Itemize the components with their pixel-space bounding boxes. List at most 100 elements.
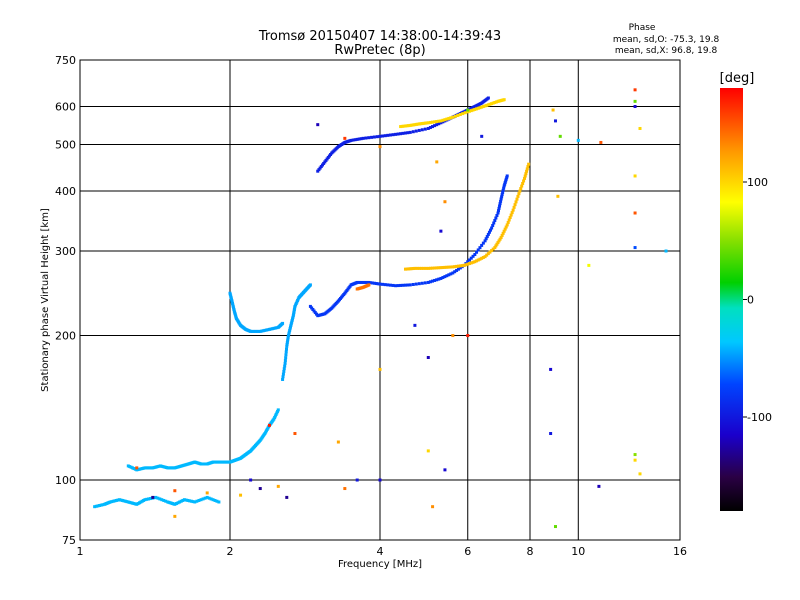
data-point <box>437 277 441 281</box>
data-point <box>492 221 496 225</box>
data-point <box>94 504 98 508</box>
y-axis-label: Stationary phase Virtual Height [km] <box>40 208 51 392</box>
data-point <box>486 96 490 100</box>
data-point <box>499 236 503 240</box>
data-point <box>523 174 527 178</box>
data-point <box>310 306 314 310</box>
data-point <box>526 165 530 169</box>
data-point <box>372 281 376 285</box>
data-point <box>520 184 524 188</box>
data-point <box>293 306 297 310</box>
data-point <box>403 283 407 287</box>
data-point <box>475 259 479 263</box>
data-point <box>456 113 460 117</box>
data-point <box>291 317 295 321</box>
x-tick-label: 1 <box>77 545 84 558</box>
data-point <box>483 104 487 108</box>
data-point <box>501 231 505 235</box>
data-point <box>422 266 426 270</box>
data-point <box>428 280 432 284</box>
data-point <box>469 256 473 260</box>
data-point <box>293 432 297 436</box>
data-point <box>514 200 518 204</box>
y-tick-labels: 75 100 200 300 400 500 600 750 <box>55 54 76 547</box>
data-point <box>491 247 495 251</box>
data-point <box>435 266 439 270</box>
data-point <box>363 280 367 284</box>
data-point <box>417 266 421 270</box>
phase-mean-x: mean, sd,X: 96.8, 19.8 <box>615 46 718 56</box>
data-point <box>464 263 468 267</box>
data-point <box>524 172 528 176</box>
data-point <box>311 307 315 311</box>
data-point <box>476 248 480 252</box>
data-point <box>388 133 392 137</box>
data-point <box>512 205 516 209</box>
data-point <box>378 145 382 149</box>
data-point <box>357 280 361 284</box>
data-point <box>458 264 462 268</box>
data-point <box>215 499 219 503</box>
data-point <box>292 311 296 315</box>
data-point <box>498 202 502 206</box>
data-point <box>633 174 637 178</box>
data-point <box>495 214 499 218</box>
data-point <box>284 353 288 357</box>
data-point <box>110 500 114 504</box>
data-point <box>396 132 400 136</box>
data-point <box>408 123 412 127</box>
data-point <box>285 342 289 346</box>
data-point <box>426 280 430 284</box>
data-point <box>401 131 405 135</box>
data-point <box>451 265 455 269</box>
data-point <box>111 499 115 503</box>
data-point <box>211 498 215 502</box>
data-point <box>488 102 492 106</box>
data-point <box>411 123 415 127</box>
data-point <box>443 265 447 269</box>
data-point <box>313 311 317 315</box>
data-point <box>364 136 368 140</box>
data-point <box>420 266 424 270</box>
data-point <box>453 114 457 118</box>
data-point <box>316 123 320 127</box>
phase-mean-o: mean, sd,O: -75.3, 19.8 <box>613 35 720 45</box>
data-point <box>292 307 296 311</box>
data-point <box>521 181 525 185</box>
data-point <box>426 449 430 453</box>
data-point <box>451 334 455 338</box>
data-point <box>281 372 285 376</box>
data-point <box>258 487 262 491</box>
data-point <box>503 227 507 231</box>
data-point <box>481 105 485 109</box>
data-point <box>423 281 427 285</box>
data-point <box>308 304 312 308</box>
data-point <box>451 271 455 275</box>
data-point <box>408 283 412 287</box>
data-point <box>501 190 505 194</box>
data-point <box>435 120 439 124</box>
data-point <box>486 232 490 236</box>
chart-subtitle: RwPretec (8p) <box>334 43 425 58</box>
data-point <box>381 282 385 286</box>
data-point <box>424 266 428 270</box>
data-point <box>633 88 637 92</box>
data-point <box>466 260 470 264</box>
data-point <box>447 265 451 269</box>
data-point <box>525 167 529 171</box>
data-point <box>556 194 560 198</box>
data-point <box>173 489 177 493</box>
data-point <box>308 283 312 287</box>
data-point <box>490 102 494 106</box>
data-point <box>288 328 292 332</box>
y-tick-label: 100 <box>55 474 76 487</box>
data-point <box>286 339 290 343</box>
data-point <box>378 478 382 482</box>
data-point <box>551 108 555 112</box>
data-point <box>490 249 494 253</box>
data-point <box>558 134 562 138</box>
x-tick-label: 6 <box>464 545 471 558</box>
data-point <box>430 120 434 124</box>
data-point <box>505 223 509 227</box>
data-point <box>478 246 482 250</box>
